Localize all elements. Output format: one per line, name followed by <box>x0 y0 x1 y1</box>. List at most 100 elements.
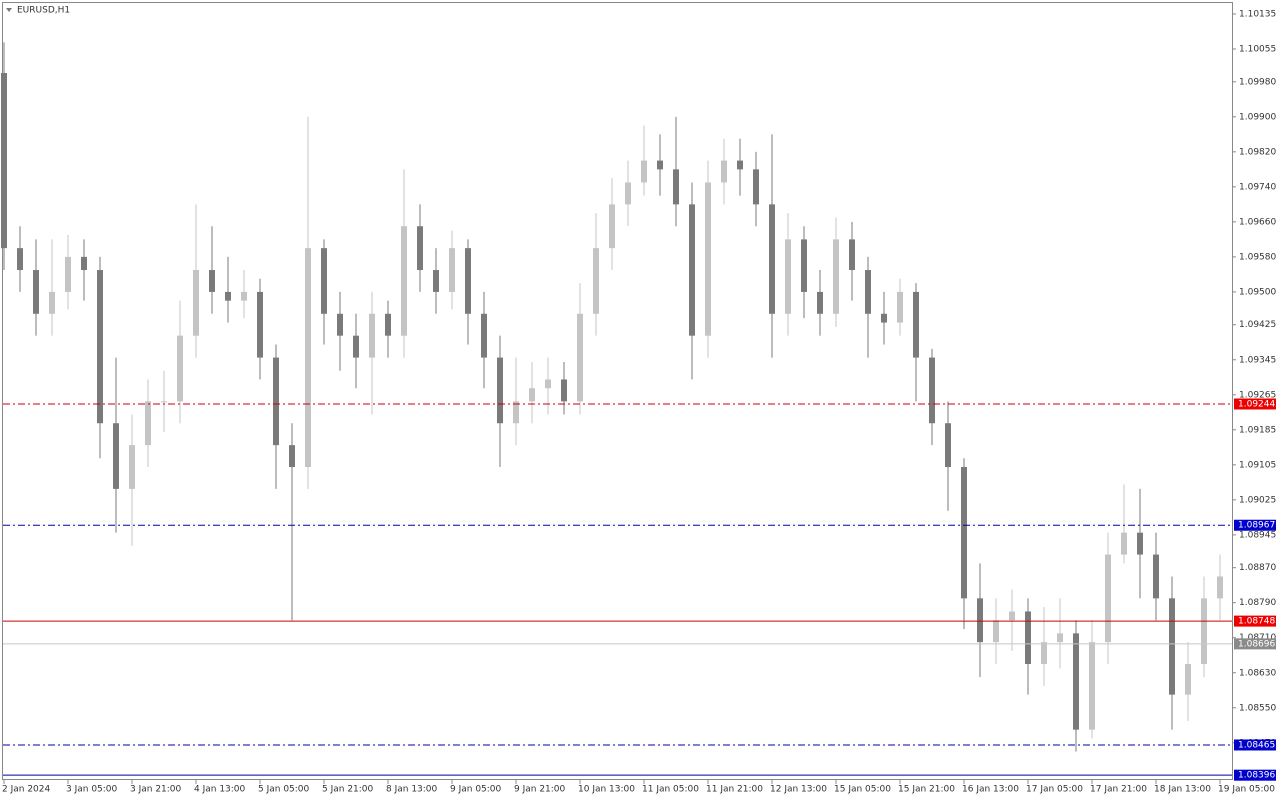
candle-body <box>465 248 471 314</box>
candle-body <box>273 357 279 446</box>
candle-body <box>593 248 599 314</box>
price-level-box <box>1234 769 1276 781</box>
x-tick-label: 9 Jan 21:00 <box>514 785 566 795</box>
candle-body <box>817 291 823 314</box>
chart-title: EURUSD,H1 <box>17 6 70 16</box>
y-tick-label: 1.09500 <box>1239 287 1276 297</box>
candle-body <box>577 313 583 402</box>
candle-body <box>129 445 135 489</box>
x-tick-label: 11 Jan 21:00 <box>706 785 763 795</box>
candle-body <box>561 379 567 402</box>
y-tick-label: 1.09345 <box>1239 355 1276 365</box>
candle-body <box>97 270 103 424</box>
candle-body <box>1105 554 1111 643</box>
price-level-label: 1.08696 <box>1238 639 1275 649</box>
candle-body <box>81 256 87 271</box>
candle-body <box>801 239 807 292</box>
price-level-box <box>1234 638 1276 650</box>
candle-body <box>1041 642 1047 664</box>
y-tick-label: 1.08550 <box>1239 703 1276 713</box>
candle-body <box>833 239 839 314</box>
candle-body <box>417 226 423 271</box>
x-tick-label: 19 Jan 05:00 <box>1218 785 1275 795</box>
candle-body <box>737 160 743 170</box>
price-level-label: 1.08465 <box>1238 740 1275 750</box>
candle-body <box>929 357 935 424</box>
price-level-box <box>1234 398 1276 410</box>
x-tick-label: 5 Jan 05:00 <box>258 785 310 795</box>
candle-body <box>1089 642 1095 730</box>
y-tick-label: 1.09580 <box>1239 252 1276 262</box>
y-tick-label: 1.09980 <box>1239 77 1276 87</box>
x-tick-label: 15 Jan 21:00 <box>898 785 955 795</box>
candle-body <box>881 313 887 323</box>
x-tick-label: 3 Jan 05:00 <box>66 785 118 795</box>
candle-body <box>1 73 7 249</box>
price-level-box <box>1234 519 1276 531</box>
candle-body <box>753 169 759 205</box>
y-tick-label: 1.09900 <box>1239 112 1276 122</box>
candle-body <box>1057 633 1063 643</box>
candle-body <box>913 291 919 358</box>
price-level-label: 1.08967 <box>1238 521 1275 531</box>
candle-body <box>1009 611 1015 621</box>
candle-body <box>161 401 167 403</box>
candle-body <box>49 291 55 314</box>
candle-body <box>497 357 503 424</box>
candle-body <box>865 270 871 314</box>
candle-body <box>113 423 119 489</box>
candle-body <box>993 620 999 643</box>
candle-body <box>705 182 711 336</box>
candle-body <box>897 291 903 323</box>
candle-body <box>785 239 791 314</box>
candle-body <box>657 160 663 170</box>
candle-body <box>673 169 679 205</box>
candle-body <box>369 313 375 358</box>
candle-body <box>945 423 951 468</box>
x-tick-label: 11 Jan 05:00 <box>642 785 699 795</box>
candle-body <box>609 204 615 249</box>
candle-body <box>481 313 487 358</box>
price-level-box <box>1234 739 1276 751</box>
candle-body <box>977 598 983 643</box>
y-tick-label: 1.08945 <box>1239 530 1276 540</box>
candle-body <box>337 313 343 336</box>
candle-body <box>257 291 263 358</box>
y-tick-label: 1.09185 <box>1239 425 1276 435</box>
candle-body <box>625 182 631 205</box>
candle-body <box>961 467 967 599</box>
candle-body <box>1201 598 1207 664</box>
candle-body <box>193 270 199 336</box>
candle-body <box>145 401 151 446</box>
candle-body <box>225 291 231 301</box>
x-tick-label: 17 Jan 05:00 <box>1026 785 1083 795</box>
candle-body <box>545 379 551 389</box>
candle-body <box>1153 554 1159 599</box>
x-tick-label: 15 Jan 05:00 <box>834 785 891 795</box>
y-tick-label: 1.08790 <box>1239 598 1276 608</box>
y-tick-label: 1.09740 <box>1239 182 1276 192</box>
x-tick-label: 10 Jan 13:00 <box>578 785 635 795</box>
symbol-menu-arrow[interactable] <box>6 8 12 12</box>
candle-body <box>1217 576 1223 599</box>
candle-body <box>289 445 295 468</box>
y-tick-label: 1.09660 <box>1239 217 1276 227</box>
x-tick-label: 4 Jan 13:00 <box>194 785 246 795</box>
candle-body <box>433 270 439 292</box>
price-level-label: 1.08396 <box>1238 771 1275 781</box>
price-level-label: 1.08748 <box>1238 617 1275 627</box>
y-tick-label: 1.08630 <box>1239 668 1276 678</box>
candle-body <box>1025 611 1031 664</box>
y-tick-label: 1.08870 <box>1239 563 1276 573</box>
x-tick-label: 5 Jan 21:00 <box>322 785 374 795</box>
x-tick-label: 3 Jan 21:00 <box>130 785 182 795</box>
candle-body <box>241 291 247 301</box>
y-tick-label: 1.10055 <box>1239 44 1276 54</box>
candle-body <box>33 270 39 314</box>
candle-body <box>1073 633 1079 730</box>
candle-body <box>513 401 519 424</box>
price-level-label: 1.09244 <box>1238 399 1275 409</box>
candle-body <box>305 248 311 468</box>
candle-body <box>769 204 775 314</box>
